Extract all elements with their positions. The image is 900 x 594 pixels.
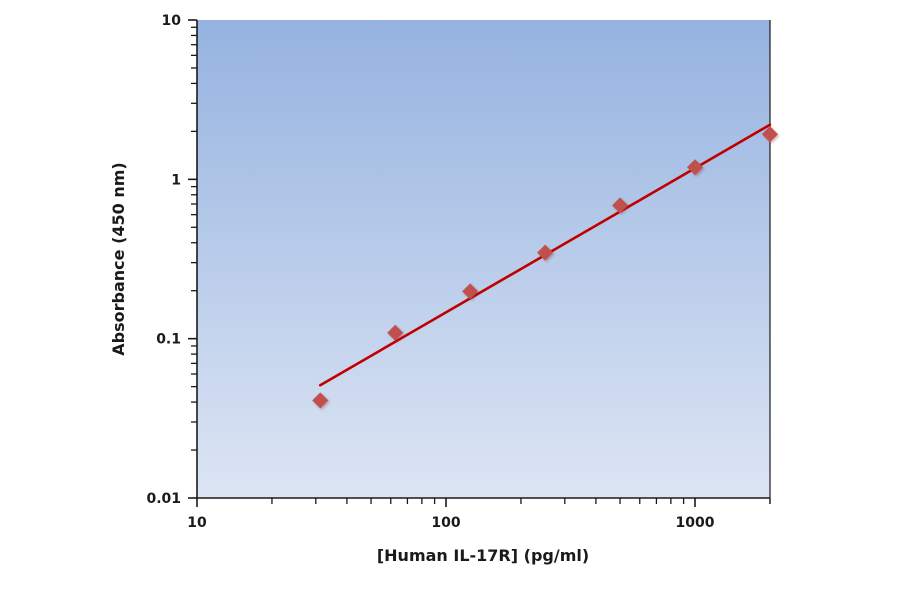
data-point-marker — [462, 283, 479, 300]
y-tick-label: 0.01 — [146, 491, 181, 507]
x-axis-title: [Human IL-17R] (pg/ml) — [377, 546, 589, 565]
data-point-marker — [387, 324, 404, 341]
plot-area — [197, 20, 770, 498]
x-tick-label: 1000 — [676, 515, 715, 531]
data-point-marker — [687, 159, 703, 176]
y-tick-label: 0.1 — [156, 332, 181, 348]
y-tick-label: 1 — [171, 172, 181, 188]
data-point-marker — [537, 244, 554, 261]
y-tick-label: 10 — [162, 13, 182, 29]
y-tick-labels: 0.01 0.1 1 10 — [146, 13, 181, 507]
axes — [188, 19, 771, 507]
data-point-marker — [612, 197, 629, 214]
data-point-marker — [312, 392, 329, 409]
data-point-marker — [761, 126, 778, 143]
x-tick-labels: 10 100 1000 — [187, 515, 714, 531]
x-tick-label: 10 — [187, 515, 207, 531]
x-tick-label: 100 — [431, 515, 460, 531]
data-markers — [312, 126, 780, 410]
y-axis-title: Absorbance (450 nm) — [109, 162, 128, 355]
